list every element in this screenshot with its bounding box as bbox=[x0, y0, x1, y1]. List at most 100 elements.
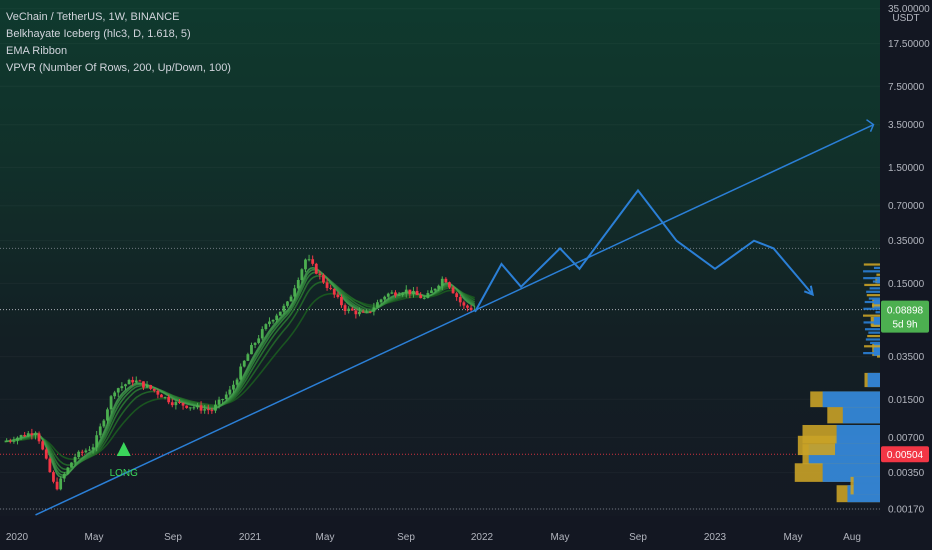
candle-body bbox=[408, 289, 412, 295]
legend-indicator-iceberg[interactable]: Belkhayate Iceberg (hlc3, D, 1.618, 5) bbox=[6, 28, 191, 40]
candle-body bbox=[250, 345, 253, 355]
volume-bar-up bbox=[873, 299, 880, 308]
candle-body bbox=[426, 293, 430, 298]
candle-body bbox=[70, 462, 73, 468]
volume-bar-thin bbox=[868, 331, 880, 334]
volume-bar-thin bbox=[871, 324, 880, 327]
candle-body bbox=[80, 451, 84, 453]
legend-indicator-ema[interactable]: EMA Ribbon bbox=[6, 45, 68, 57]
volume-bar-up bbox=[842, 406, 880, 424]
candle-body bbox=[181, 402, 185, 406]
candle-body bbox=[221, 399, 225, 401]
candle-body bbox=[5, 440, 9, 442]
candle-body bbox=[372, 307, 376, 312]
candle-body bbox=[206, 409, 210, 411]
ema-ribbon-line bbox=[4, 271, 476, 474]
candle-body bbox=[138, 380, 142, 382]
candle-body bbox=[134, 380, 138, 383]
candle-body bbox=[145, 385, 149, 388]
volume-bar-thin bbox=[870, 341, 880, 344]
candle-body bbox=[88, 449, 91, 451]
time-tick-label: 2023 bbox=[704, 532, 727, 543]
price-tick-label: 0.00170 bbox=[888, 504, 925, 515]
candle-body bbox=[361, 311, 365, 313]
time-tick-label: Aug bbox=[843, 532, 861, 543]
candle-body bbox=[401, 293, 405, 295]
candle-body bbox=[271, 319, 275, 322]
legend-symbol[interactable]: VeChain / TetherUS, 1W, BINANCE bbox=[6, 11, 180, 23]
candle-body bbox=[296, 279, 300, 289]
time-tick-label: 2022 bbox=[471, 532, 494, 543]
volume-bar-thin bbox=[864, 283, 880, 287]
candle-body bbox=[268, 321, 271, 325]
long-label: LONG bbox=[110, 468, 139, 479]
last-price-value: 0.08898 bbox=[887, 306, 924, 317]
candle-body bbox=[48, 458, 52, 473]
candle-body bbox=[12, 440, 16, 442]
candle-body bbox=[113, 392, 117, 397]
candle-body bbox=[343, 305, 347, 311]
candle-body bbox=[458, 297, 462, 303]
candle-body bbox=[329, 287, 333, 289]
trendline-arrowhead bbox=[866, 119, 875, 132]
price-tick-label: 0.01500 bbox=[888, 395, 925, 406]
candle-body bbox=[142, 381, 145, 388]
candle-body bbox=[383, 296, 387, 300]
price-tick-label: 35.00000 bbox=[888, 4, 930, 15]
candle-body bbox=[300, 269, 304, 280]
volume-bar-thin bbox=[866, 294, 880, 297]
candle-body bbox=[109, 396, 113, 410]
candle-body bbox=[469, 307, 473, 310]
price-tick-label: 0.70000 bbox=[888, 201, 925, 212]
projection-path bbox=[474, 119, 875, 313]
candle-body bbox=[214, 404, 217, 411]
time-axis: 2020 May Sep 2021 May Sep 2022 May Sep 2023 May Aug bbox=[0, 516, 932, 550]
candle-body bbox=[66, 467, 70, 474]
time-axis-background bbox=[0, 516, 932, 550]
candle-body bbox=[242, 360, 246, 367]
candle-body bbox=[289, 296, 293, 302]
candle-body bbox=[174, 401, 178, 406]
marked-price-badge bbox=[881, 446, 929, 463]
volume-bar-up bbox=[836, 424, 880, 444]
time-tick-label: Sep bbox=[164, 532, 182, 543]
candle-body bbox=[332, 288, 336, 295]
candle-body bbox=[156, 390, 160, 395]
candle-body bbox=[23, 435, 27, 437]
candle-body bbox=[264, 324, 268, 330]
candle-body bbox=[124, 384, 127, 387]
price-tick-label: 17.50000 bbox=[888, 39, 930, 50]
price-tick-label: 0.15000 bbox=[888, 279, 925, 290]
candle-body bbox=[422, 297, 426, 299]
volume-bar-thin bbox=[863, 263, 880, 266]
candle-body bbox=[192, 407, 196, 409]
candle-body bbox=[106, 409, 109, 421]
candle-body bbox=[37, 433, 41, 442]
candle-body bbox=[282, 305, 286, 312]
price-tick-label: 0.03500 bbox=[888, 352, 925, 363]
candle-body bbox=[253, 342, 257, 346]
time-tick-label: May bbox=[85, 532, 104, 543]
candle-body bbox=[8, 440, 12, 442]
chart-grid bbox=[0, 9, 880, 509]
legend-indicator-vpvr[interactable]: VPVR (Number Of Rows, 200, Up/Down, 100) bbox=[6, 62, 231, 74]
candle-body bbox=[178, 401, 181, 403]
price-tick-label: 7.50000 bbox=[888, 82, 925, 93]
volume-bar-thin bbox=[876, 273, 880, 276]
volume-bar-up bbox=[876, 276, 880, 284]
price-badges: 0.08898 5d 9h 0.00504 bbox=[881, 300, 929, 463]
candle-body bbox=[350, 308, 354, 311]
candle-body bbox=[127, 379, 131, 385]
candle-body bbox=[188, 407, 192, 409]
candle-body bbox=[232, 384, 235, 390]
candle-body bbox=[419, 295, 423, 299]
candle-body bbox=[368, 311, 372, 313]
candle-body bbox=[390, 292, 394, 294]
volume-bar-thin bbox=[867, 334, 880, 338]
time-tick-label: May bbox=[784, 532, 803, 543]
volume-bar-thin bbox=[864, 328, 880, 331]
volume-bar-thin bbox=[866, 290, 880, 293]
candle-body bbox=[210, 410, 214, 412]
